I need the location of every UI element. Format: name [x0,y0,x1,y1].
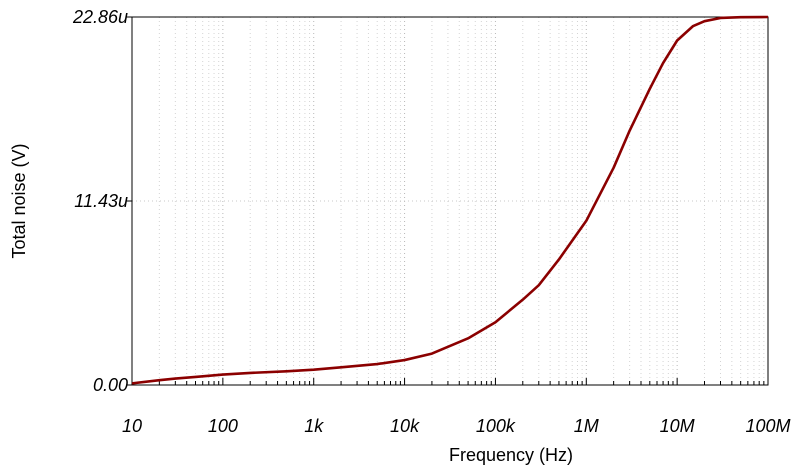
axis-ticks [126,16,769,386]
x-tick-label: 1k [304,416,324,436]
y-tick-label: 0.00 [93,375,128,395]
x-tick-label: 100k [476,416,516,436]
x-tick-label: 100M [745,416,790,436]
x-tick-labels: 10 100 1k 10k 100k 1M 10M 100M [122,416,791,436]
total-noise-line [131,15,769,385]
y-tick-labels: 0.00 11.43u 22.86u [72,7,128,395]
y-tick-label: 22.86u [72,7,128,27]
x-tick-label: 10 [122,416,142,436]
x-tick-label: 10k [390,416,420,436]
y-axis-title: Total noise (V) [9,143,29,258]
x-tick-label: 10M [660,416,695,436]
y-tick-label: 11.43u [74,191,128,211]
x-axis-title: Frequency (Hz) [449,445,573,465]
x-tick-label: 1M [574,416,599,436]
x-tick-label: 100 [208,416,238,436]
grid [131,16,768,386]
